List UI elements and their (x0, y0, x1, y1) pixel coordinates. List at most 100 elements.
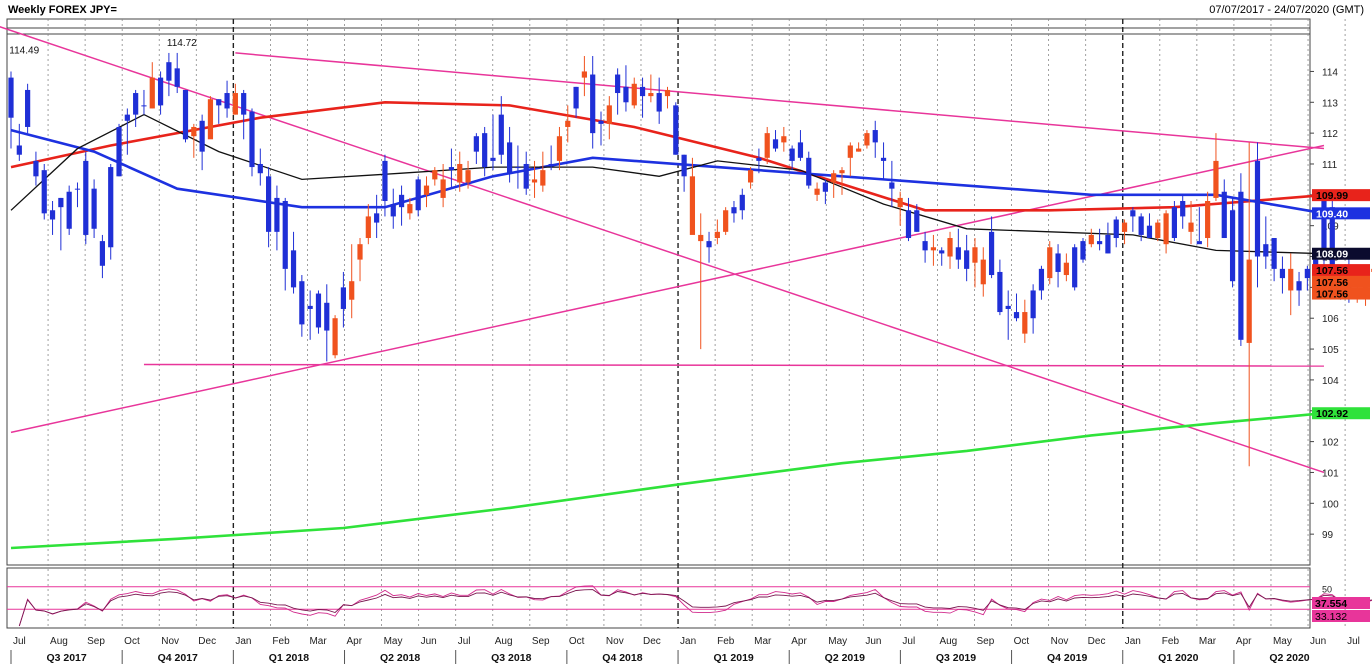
candle-body (33, 160, 39, 177)
rsi-value-tag-bg (1312, 610, 1370, 622)
x-quarter-label: Q1 2018 (269, 652, 309, 664)
candle (831, 170, 837, 198)
candle (706, 231, 712, 263)
candle (980, 247, 986, 297)
candle (1304, 265, 1310, 291)
ma-value-tag: 109.99 (1316, 190, 1348, 202)
last-price-tag-bg (1312, 264, 1370, 277)
candle (324, 284, 330, 362)
candle-body (216, 99, 222, 106)
y-tick-label: 104 (1322, 376, 1339, 387)
candle-body (482, 133, 488, 168)
candle (523, 151, 529, 195)
candle (1130, 207, 1136, 232)
last-price-tag: 107.56 (1316, 265, 1348, 277)
candle-body (615, 74, 621, 94)
x-month-label: Aug (495, 636, 513, 647)
candle (290, 231, 297, 294)
chart-title: Weekly FOREX JPY= (8, 4, 117, 16)
candle (856, 142, 862, 152)
x-month-label: Feb (1162, 636, 1180, 647)
candle (756, 148, 762, 174)
candle (315, 290, 322, 334)
candle-body (706, 241, 712, 248)
candle (681, 154, 687, 192)
candle (182, 89, 189, 143)
candle (174, 52, 180, 94)
candle-body (8, 77, 14, 118)
candle-body (290, 250, 297, 288)
candle (199, 114, 205, 171)
candle-body (473, 136, 479, 152)
candle-body (1229, 210, 1236, 282)
candle-body (1279, 268, 1286, 279)
candle (839, 167, 845, 195)
x-month-label: Aug (50, 636, 68, 647)
candle (1213, 133, 1219, 201)
candle-body (872, 130, 878, 143)
candle (457, 151, 463, 192)
x-month-label: Nov (1051, 636, 1069, 647)
candle (556, 126, 563, 171)
candle-body (1072, 247, 1078, 288)
candle (133, 89, 139, 127)
candle-body (99, 241, 106, 266)
candle-body (1155, 222, 1161, 239)
candle (8, 71, 14, 149)
candle-body (432, 170, 438, 180)
x-quarter-label: Q3 2018 (491, 652, 531, 664)
candle-body (116, 126, 122, 177)
candle (1271, 238, 1277, 282)
candle-body (972, 247, 978, 263)
candle (747, 167, 754, 189)
candle-body (806, 157, 812, 186)
candle (149, 62, 155, 109)
candle (232, 83, 238, 115)
x-quarter-label: Q2 2018 (380, 652, 420, 664)
candle-body (1138, 216, 1144, 235)
candle (1229, 197, 1236, 288)
candle (540, 151, 546, 192)
candle-body (357, 244, 363, 260)
candle-body (1105, 234, 1111, 254)
candle-body (648, 93, 654, 97)
candle (889, 160, 895, 208)
candle-body (639, 86, 646, 97)
candle (764, 126, 770, 164)
candle (340, 271, 346, 328)
candle-body (349, 281, 355, 300)
candle (548, 145, 554, 171)
candle-body (299, 281, 305, 325)
candle-body (747, 170, 754, 183)
candle (423, 176, 430, 208)
candle-body (448, 167, 455, 171)
candle (947, 231, 953, 269)
ma-value-tag: 102.92 (1316, 408, 1348, 420)
x-month-label: Jun (865, 636, 881, 647)
candle (249, 108, 255, 177)
candle (955, 228, 961, 269)
candle-body (590, 74, 596, 134)
candle-body (407, 204, 413, 214)
candle (1005, 290, 1011, 340)
candle-body (623, 86, 629, 103)
candle (507, 126, 513, 183)
x-month-label: Jul (13, 636, 26, 647)
candle-body (124, 114, 130, 121)
x-quarter-label: Q1 2019 (713, 652, 753, 664)
candle (365, 204, 371, 245)
candle (498, 96, 504, 164)
candle (739, 188, 745, 220)
candle (897, 191, 903, 226)
candle-body (1113, 219, 1119, 239)
candle (1238, 173, 1244, 346)
candle (390, 188, 396, 229)
candle-body (1180, 201, 1186, 217)
candle-body (1005, 305, 1011, 309)
x-month-label: Jun (421, 636, 437, 647)
candle (349, 244, 355, 319)
x-quarter-label: Q2 2020 (1269, 652, 1309, 664)
candle (1121, 219, 1128, 245)
candle (16, 123, 22, 161)
